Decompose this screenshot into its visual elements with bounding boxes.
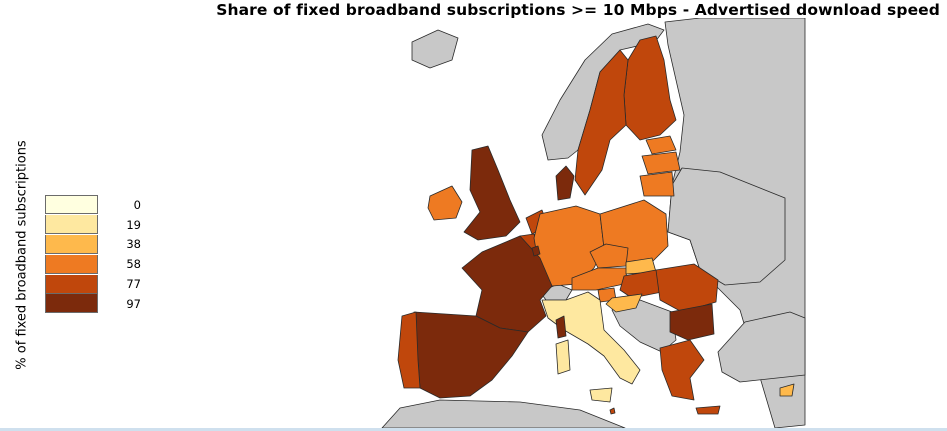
region-hungary [619, 269, 663, 299]
legend-row: 38 [45, 234, 141, 255]
legend-swatch [45, 274, 98, 294]
legend-row: 77 [45, 274, 141, 294]
region-greece [659, 339, 705, 401]
region-finland [623, 35, 677, 141]
legend-row: 0 [45, 195, 141, 215]
legend-swatch [45, 234, 98, 254]
map-title: Share of fixed broadband subscriptions >… [216, 1, 940, 19]
region-lithuania [639, 171, 675, 197]
legend-swatch [45, 254, 98, 274]
legend-swatch [45, 215, 98, 235]
region-sardinia [555, 339, 571, 375]
legend-value: 58 [126, 257, 141, 272]
legend-value: 97 [126, 296, 141, 311]
legend-value: 77 [126, 277, 141, 292]
legend-swatch [45, 294, 98, 314]
region-sweden [574, 49, 629, 196]
region-crete [695, 405, 721, 415]
legend-row: 58 [45, 254, 141, 274]
region-malta [609, 407, 616, 415]
region-luxembourg [531, 245, 541, 257]
region-ireland [427, 185, 463, 221]
region-estonia [645, 135, 677, 155]
region-iceland [411, 29, 459, 69]
region-croatia [605, 293, 643, 313]
legend-axis-label: % of fixed broadband subscriptions [14, 140, 30, 370]
region-bulgaria [669, 303, 715, 341]
region-czechia [589, 243, 629, 269]
region-romania [655, 263, 719, 313]
legend-swatch [45, 195, 98, 215]
europe-map [381, 18, 806, 428]
legend-value: 19 [126, 217, 141, 232]
region-cyprus [779, 383, 795, 397]
frame-bottom-edge [0, 428, 947, 431]
region-north-africa [381, 399, 626, 428]
legend-row: 19 [45, 215, 141, 235]
region-portugal [397, 311, 421, 389]
region-sicily [589, 387, 613, 403]
region-latvia [641, 151, 681, 175]
region-italy [541, 291, 641, 385]
region-belarus-ukraine [667, 167, 786, 286]
region-corsica [555, 315, 567, 339]
region-turkey [717, 311, 806, 383]
legend-value: 0 [133, 197, 141, 212]
region-uk [463, 145, 521, 241]
legend-value: 38 [126, 237, 141, 252]
legend-row: 97 [45, 294, 141, 314]
color-legend: 0 19 38 58 77 97 [45, 195, 141, 314]
region-denmark [555, 165, 575, 201]
